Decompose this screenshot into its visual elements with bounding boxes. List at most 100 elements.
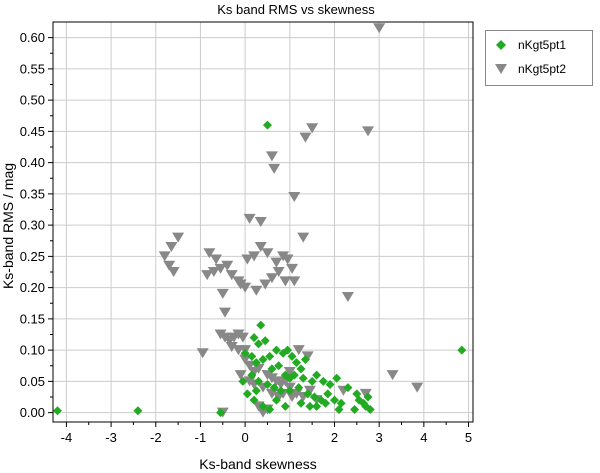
diamond-point — [332, 373, 342, 383]
diamond-point — [300, 355, 310, 364]
diamond-point — [283, 345, 293, 355]
triangle-point — [386, 370, 399, 381]
triangle-point — [254, 242, 267, 252]
diamond-point — [294, 383, 304, 393]
diamond-point — [321, 398, 331, 408]
triangle-point — [248, 251, 261, 262]
diamond-point — [285, 386, 295, 396]
axis-ticks: -4 -3 -2 -1 0 1 2 3 4 5 0.00 0.05 0.10 0.15 0.20 0.25 0.… — [20, 30, 472, 445]
diamond-point — [334, 405, 344, 414]
diamond-point — [289, 370, 299, 380]
y-axis-label: Ks-band RMS / mag — [0, 163, 16, 289]
grid — [53, 22, 473, 422]
x-tick-label: 3 — [376, 430, 383, 445]
diamond-point — [292, 358, 302, 368]
y-tick-label: 0.45 — [20, 124, 45, 139]
diamond-point — [312, 370, 322, 380]
diamond-point — [267, 364, 277, 374]
diamond-point — [305, 401, 315, 411]
diamond-point — [256, 320, 266, 330]
y-tick-label: 0.20 — [20, 280, 45, 295]
diamond-point — [269, 383, 279, 393]
triangle-point — [261, 248, 274, 259]
diamond-point — [265, 351, 275, 361]
y-tick-label: 0.35 — [20, 186, 45, 201]
diamond-point — [265, 405, 275, 414]
diamond-point — [318, 376, 328, 386]
plot-marks — [52, 23, 467, 418]
y-tick-label: 0.30 — [20, 218, 45, 233]
diamond-point — [247, 351, 257, 361]
diamond-point — [52, 406, 62, 416]
plot-frame — [52, 21, 474, 423]
diamond-point — [298, 373, 308, 383]
diamond-point — [242, 389, 252, 399]
triangle-point — [373, 23, 386, 34]
triangle-point — [299, 132, 312, 143]
triangle-point — [219, 307, 232, 318]
triangle-point — [306, 123, 319, 134]
triangle-point — [252, 363, 265, 374]
legend: nKgt5pt1 nKgt5pt2 — [485, 30, 593, 86]
diamond-point — [251, 358, 261, 368]
diamond-point — [350, 405, 360, 414]
diamond-point — [258, 355, 268, 364]
diamond-point — [247, 370, 257, 380]
diamond-point — [276, 386, 286, 396]
triangle-point — [279, 276, 292, 287]
diamond-point — [354, 395, 364, 405]
x-tick-label: -2 — [150, 430, 162, 445]
triangle-point — [243, 376, 256, 387]
triangle-point — [292, 345, 305, 356]
triangle-point — [203, 248, 216, 259]
diamond-point — [325, 380, 335, 389]
triangle-point — [225, 270, 238, 281]
x-tick-label: 4 — [420, 430, 427, 445]
diamond-point — [240, 348, 250, 358]
diamond-point — [262, 120, 272, 130]
triangle-point — [301, 351, 314, 362]
diamond-point — [262, 380, 272, 389]
diamond-point — [274, 361, 284, 371]
y-tick-label: 0.15 — [20, 311, 45, 326]
legend-label: nKgt5pt1 — [518, 38, 567, 52]
triangle-point — [259, 279, 272, 290]
legend-marker-diamond — [496, 40, 506, 50]
x-tick-label: -1 — [195, 430, 207, 445]
chart-title: Ks band RMS vs skewness — [217, 2, 375, 17]
diamond-point — [133, 406, 143, 416]
legend-item-nkgt5pt2: nKgt5pt2 — [494, 60, 566, 78]
diamond-point — [296, 364, 306, 374]
triangle-point — [165, 242, 178, 252]
diamond-point — [271, 395, 281, 405]
triangle-point — [250, 285, 263, 296]
x-tick-label: -3 — [105, 430, 117, 445]
triangle-point — [283, 367, 296, 377]
triangle-point — [281, 254, 294, 265]
triangle-point — [214, 263, 227, 274]
diamond-point — [280, 401, 290, 411]
triangle-point — [210, 254, 223, 265]
triangle-point — [201, 270, 214, 281]
diamond-point — [303, 389, 313, 399]
diamond-point — [254, 339, 264, 349]
triangle-point — [243, 213, 256, 224]
diamond-point — [216, 408, 226, 418]
legend-marker-triangle — [495, 64, 507, 74]
diamond-point — [329, 395, 339, 405]
diamond-point — [361, 401, 371, 411]
triangle-point — [411, 382, 424, 393]
triangle-point — [341, 292, 354, 302]
triangle-point — [272, 267, 285, 277]
diamond-point — [296, 398, 306, 408]
diamond-point — [258, 401, 268, 411]
triangle-point — [265, 388, 278, 399]
y-tick-label: 0.25 — [20, 249, 45, 264]
diamond-point — [287, 351, 297, 361]
diamond-point — [323, 389, 333, 399]
triangle-point — [167, 267, 180, 277]
y-tick-label: 0.05 — [20, 374, 45, 389]
triangle-point — [216, 288, 229, 299]
diamond-point — [238, 376, 248, 386]
y-tick-label: 0.60 — [20, 30, 45, 45]
